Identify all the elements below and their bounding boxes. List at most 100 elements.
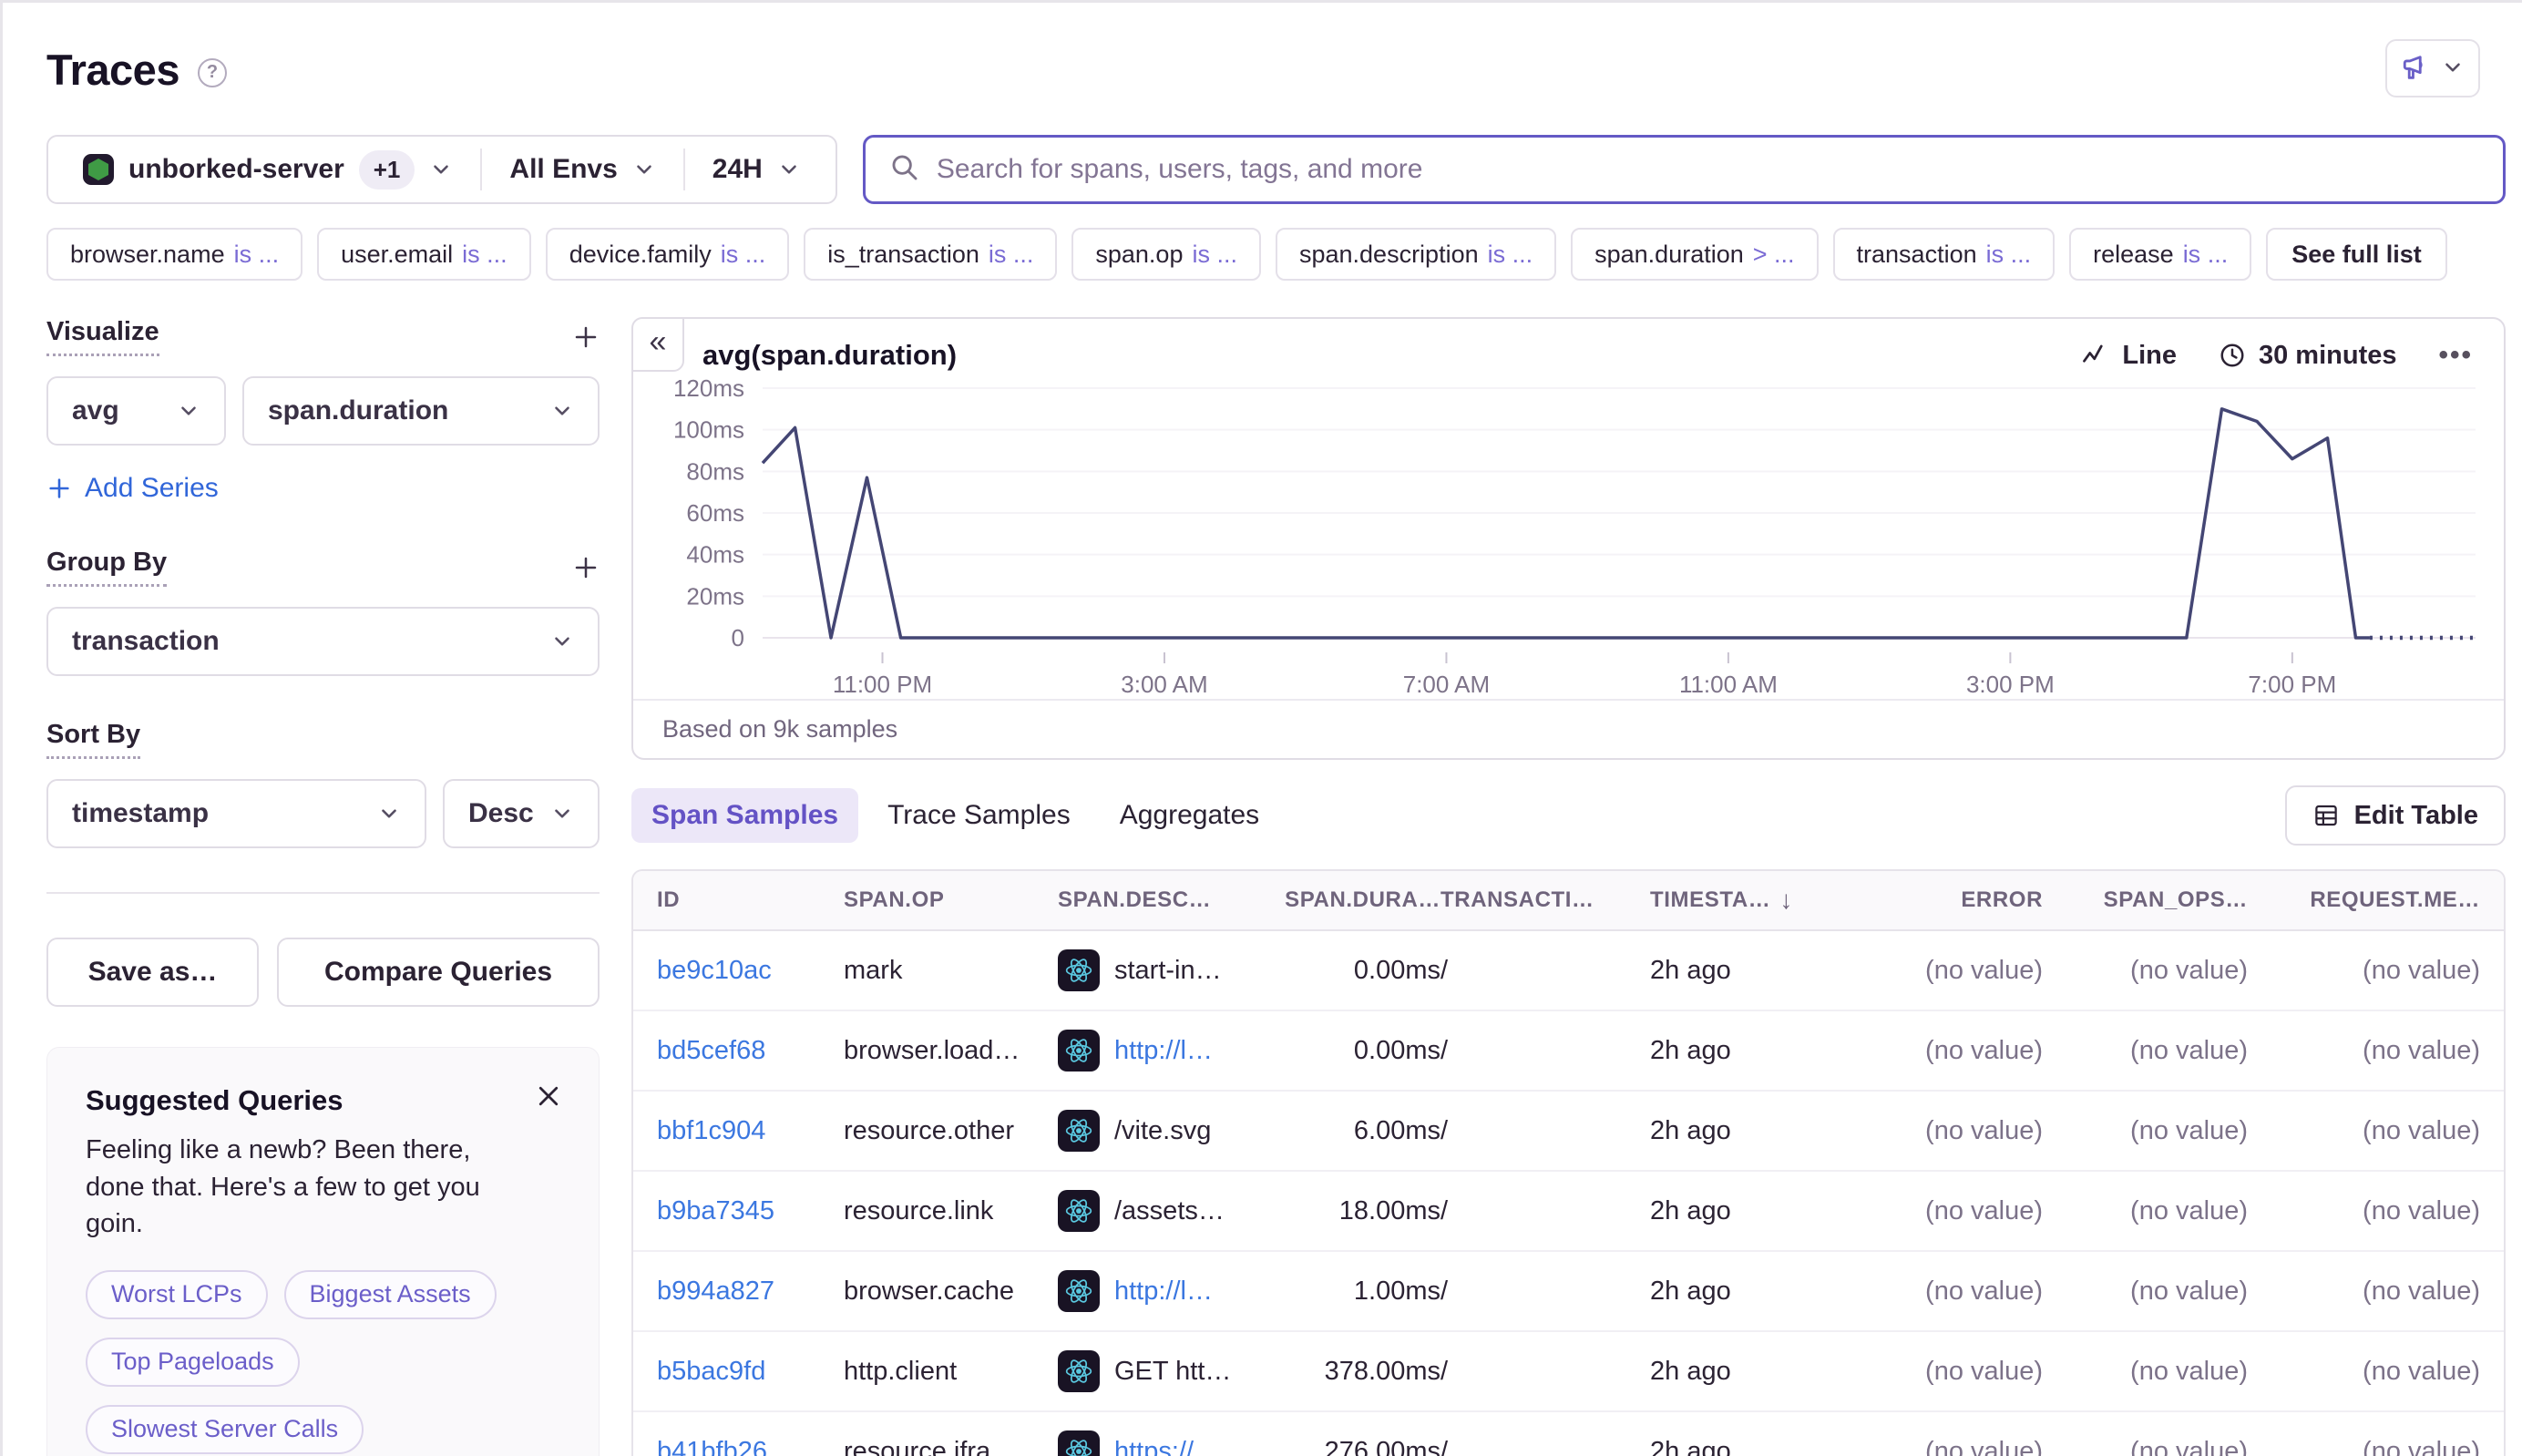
request-method-cell: (no value) xyxy=(2248,956,2480,986)
svg-text:80ms: 80ms xyxy=(686,457,744,485)
filter-chip[interactable]: user.email is ... xyxy=(317,228,531,281)
save-as-button[interactable]: Save as… xyxy=(46,938,259,1007)
suggested-query-pill[interactable]: Biggest Assets xyxy=(284,1270,497,1319)
time-range-value: 24H xyxy=(713,154,763,185)
help-icon[interactable]: ? xyxy=(198,58,227,87)
column-header[interactable]: SPAN.DURA… xyxy=(1276,887,1440,913)
span-id-link[interactable]: b5bac9fd xyxy=(657,1357,844,1387)
add-series-button[interactable]: Add Series xyxy=(46,473,219,504)
chevron-down-icon xyxy=(177,399,200,423)
see-full-list-button[interactable]: See full list xyxy=(2266,228,2447,281)
filter-chip[interactable]: device.family is ... xyxy=(546,228,790,281)
sort-direction-select[interactable]: Desc xyxy=(443,779,600,848)
span-duration-cell: 6.00ms xyxy=(1276,1116,1440,1146)
aggregate-select[interactable]: avg xyxy=(46,376,226,446)
filter-chips-row: browser.name is ... user.email is ... de… xyxy=(46,228,2506,281)
svg-text:3:00 AM: 3:00 AM xyxy=(1121,671,1207,694)
collapse-sidebar-icon[interactable]: « xyxy=(631,317,684,372)
column-header[interactable]: TRANSACTI… xyxy=(1440,887,1650,913)
aggregate-value: avg xyxy=(72,395,119,426)
visualize-label: Visualize xyxy=(46,317,159,356)
compare-queries-button[interactable]: Compare Queries xyxy=(277,938,600,1007)
span-id-link[interactable]: b41bfb26 xyxy=(657,1437,844,1456)
project-selector[interactable]: unborked-server +1 xyxy=(56,150,480,190)
react-icon xyxy=(1058,1270,1100,1312)
time-range-selector[interactable]: 24H xyxy=(685,154,828,185)
filter-chip[interactable]: release is ... xyxy=(2069,228,2251,281)
react-icon xyxy=(1058,1430,1100,1456)
close-icon[interactable] xyxy=(535,1082,562,1113)
environment-selector[interactable]: All Envs xyxy=(482,154,682,185)
results-tab[interactable]: Span Samples xyxy=(631,788,858,843)
span-description-cell: start-in… xyxy=(1058,949,1276,991)
sort-descending-icon[interactable]: ↓ xyxy=(1779,886,1793,915)
suggested-query-pill[interactable]: Slowest Server Calls xyxy=(86,1405,364,1454)
span-description-cell: http://l… xyxy=(1058,1270,1276,1312)
span-id-link[interactable]: bd5cef68 xyxy=(657,1036,844,1066)
span-ops-cell: (no value) xyxy=(2043,1116,2248,1146)
filter-chip[interactable]: span.description is ... xyxy=(1276,228,1556,281)
filter-chip[interactable]: span.op is ... xyxy=(1071,228,1261,281)
span-id-link[interactable]: be9c10ac xyxy=(657,956,844,986)
chart-more-menu-icon[interactable]: ••• xyxy=(2438,340,2473,371)
column-header[interactable]: ERROR xyxy=(1873,887,2043,913)
field-select[interactable]: span.duration xyxy=(242,376,600,446)
timestamp-cell: 2h ago xyxy=(1650,1116,1873,1146)
column-header[interactable]: REQUEST.ME… xyxy=(2248,887,2480,913)
filter-chip[interactable]: is_transaction is ... xyxy=(804,228,1057,281)
span-description-cell: /vite.svg xyxy=(1058,1110,1276,1152)
suggested-query-pill[interactable]: Worst LCPs xyxy=(86,1270,268,1319)
span-id-link[interactable]: b9ba7345 xyxy=(657,1196,844,1226)
table-row: b41bfb26 resource.ifra… https://… 276.00… xyxy=(633,1412,2504,1456)
line-chart[interactable]: 020ms40ms60ms80ms100ms120ms11:00 PM3:00 … xyxy=(633,374,2504,699)
line-chart-icon xyxy=(2082,342,2109,369)
span-id-link[interactable]: bbf1c904 xyxy=(657,1116,844,1146)
chevron-down-icon xyxy=(632,158,656,181)
span-op-cell: mark xyxy=(844,956,1058,986)
column-header[interactable]: SPAN.OP xyxy=(844,887,1058,913)
span-id-link[interactable]: b994a827 xyxy=(657,1277,844,1307)
environment-value: All Envs xyxy=(509,154,617,185)
column-header[interactable]: SPAN_OPS… xyxy=(2043,887,2248,913)
sort-field-select[interactable]: timestamp xyxy=(46,779,426,848)
react-icon xyxy=(1058,949,1100,991)
suggested-query-pill[interactable]: Top Pageloads xyxy=(86,1338,300,1387)
table-row: b9ba7345 resource.link /assets… 18.00ms … xyxy=(633,1172,2504,1252)
transaction-cell: / xyxy=(1440,1036,1650,1066)
add-visualize-button[interactable] xyxy=(572,323,600,351)
search-input[interactable] xyxy=(937,154,2479,185)
filter-chip[interactable]: browser.name is ... xyxy=(46,228,302,281)
react-icon xyxy=(1058,1110,1100,1152)
project-platform-icon xyxy=(83,154,114,185)
chart-interval-button[interactable]: 30 minutes xyxy=(2219,341,2397,371)
request-method-cell: (no value) xyxy=(2248,1196,2480,1226)
column-header[interactable]: TIMESTA… ↓ xyxy=(1650,886,1873,915)
error-cell: (no value) xyxy=(1873,1357,2043,1387)
svg-text:7:00 AM: 7:00 AM xyxy=(1403,671,1490,694)
span-description-cell: https://… xyxy=(1058,1430,1276,1456)
chart-type-button[interactable]: Line xyxy=(2082,341,2177,371)
react-icon xyxy=(1058,1190,1100,1232)
sort-field-value: timestamp xyxy=(72,798,209,829)
suggested-queries-body: Feeling like a newb? Been there, done th… xyxy=(86,1132,522,1243)
search-icon xyxy=(889,152,920,188)
filter-chip[interactable]: span.duration > ... xyxy=(1571,228,1818,281)
results-tab[interactable]: Aggregates xyxy=(1100,788,1279,843)
table-row: bbf1c904 resource.other /vite.svg 6.00ms… xyxy=(633,1092,2504,1172)
column-header[interactable]: SPAN.DESC… xyxy=(1058,887,1276,913)
add-group-by-button[interactable] xyxy=(572,554,600,581)
span-ops-cell: (no value) xyxy=(2043,1357,2248,1387)
edit-table-button[interactable]: Edit Table xyxy=(2285,785,2506,846)
results-tab[interactable]: Trace Samples xyxy=(867,788,1091,843)
column-header[interactable]: ID xyxy=(657,887,844,913)
group-by-select[interactable]: transaction xyxy=(46,607,600,676)
filter-chip[interactable]: transaction is ... xyxy=(1833,228,2056,281)
span-ops-cell: (no value) xyxy=(2043,1277,2248,1307)
transaction-cell: / xyxy=(1440,1277,1650,1307)
sort-by-label: Sort By xyxy=(46,720,140,759)
transaction-cell: / xyxy=(1440,1116,1650,1146)
request-method-cell: (no value) xyxy=(2248,1116,2480,1146)
request-method-cell: (no value) xyxy=(2248,1036,2480,1066)
feedback-button[interactable] xyxy=(2385,39,2480,97)
results-tabs: Span SamplesTrace SamplesAggregates Edit… xyxy=(631,785,2506,846)
